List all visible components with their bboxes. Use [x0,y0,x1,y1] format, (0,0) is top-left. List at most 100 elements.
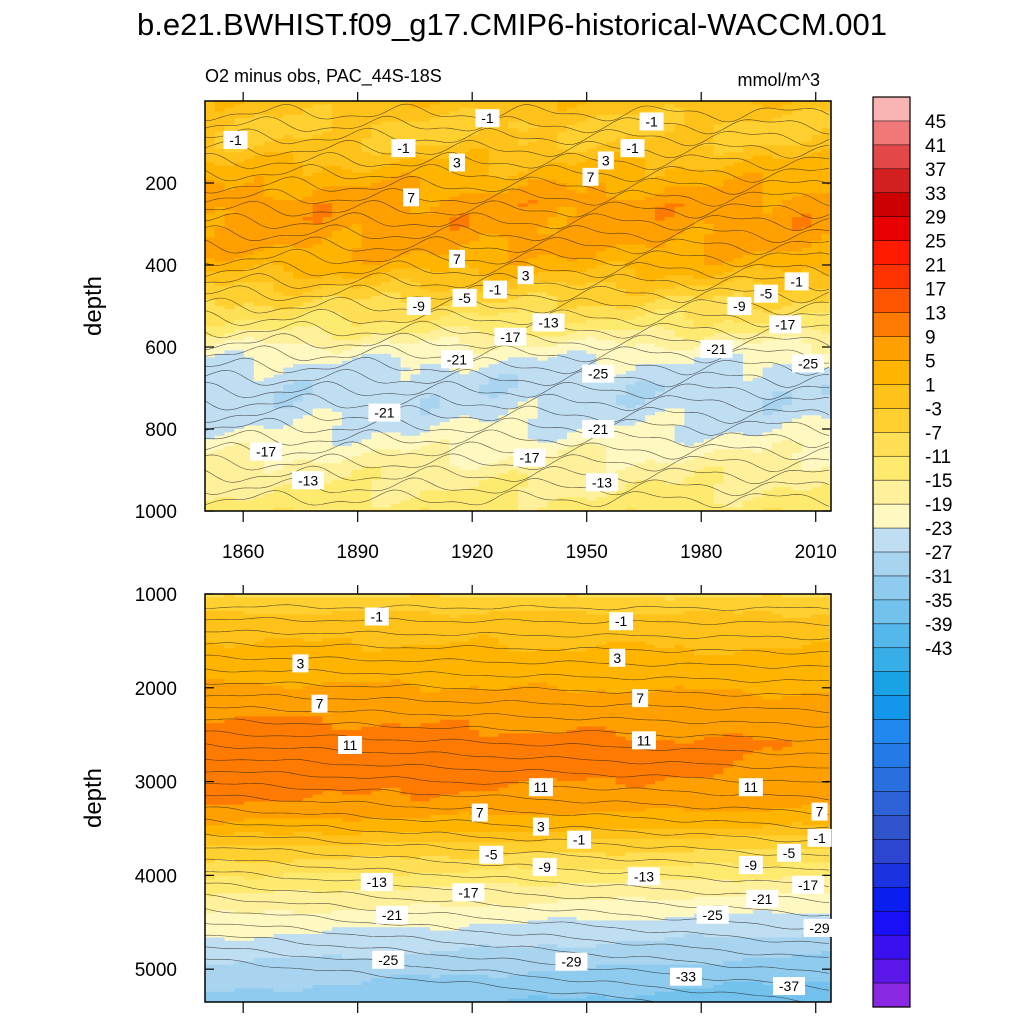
contour-cell [576,124,587,129]
contour-cell [351,323,362,327]
contour-cell [703,302,715,307]
contour-cell [263,111,274,116]
contour-cell [674,111,685,116]
contour-cell [635,213,646,218]
contour-cell [508,206,519,211]
contour-cell [214,364,225,368]
contour-cell [263,176,274,180]
contour-cell [733,138,744,143]
contour-cell [742,124,754,129]
contour-cell [410,186,421,191]
contour-cell [742,323,754,327]
contour-cell [371,193,382,198]
contour-cell [576,309,587,314]
contour-cell [214,275,225,280]
contour-cell [527,118,538,122]
contour-cell [234,278,245,283]
contour-cell [782,312,793,317]
contour-cell [508,237,519,242]
contour-cell [351,183,362,187]
contour-cell [742,131,754,136]
contour-cell [341,261,353,266]
contour-cell [488,135,499,139]
contour-cell [214,323,225,327]
contour-cell [772,128,783,133]
contour-cell [713,299,724,303]
contour-cell [762,258,773,262]
contour-cell [694,258,705,262]
contour-cell [439,104,450,109]
contour-cell [664,265,675,269]
contour-cell [429,162,441,167]
contour-cell [283,326,294,331]
contour-cell [253,329,265,334]
contour-cell [498,316,509,321]
contour-cell [566,183,578,187]
contour-cell [782,220,793,225]
contour-cell [752,312,763,317]
contour-cell [762,114,773,119]
contour-cell [811,111,822,116]
contour-cell [469,343,480,348]
contour-cell [390,288,402,293]
contour-cell [772,165,783,170]
contour-cell [635,200,646,204]
contour-cell [723,224,734,228]
contour-cell [341,220,353,225]
contour-cell [654,183,666,187]
contour-cell [547,275,558,280]
contour-cell [811,217,822,221]
contour-cell [518,142,529,146]
contour-cell [263,148,274,153]
contour-cell [518,302,529,307]
contour-cell [821,292,832,297]
contour-cell [625,131,636,136]
contour-cell [527,224,538,228]
contour-cell [439,271,450,276]
contour-cell [615,179,626,184]
contour-cell [498,162,509,167]
contour-cell [596,104,607,109]
contour-cell [782,118,793,122]
contour-cell [547,148,558,153]
contour-cell [253,306,265,310]
contour-cell [694,268,705,273]
contour-cell [723,196,734,201]
contour-cell [586,193,597,198]
contour-cell [263,145,274,150]
contour-cell [791,200,803,204]
contour-cell [733,360,744,365]
contour-cell [205,350,216,355]
contour-cell [293,155,304,160]
contour-cell [478,189,490,194]
contour-cell [439,285,450,290]
contour-cell [742,230,754,235]
contour-cell [478,148,490,153]
contour-cell [527,111,538,116]
contour-cell [459,227,470,232]
contour-cell [635,206,646,211]
contour-cell [381,183,392,187]
contour-cell [341,217,353,221]
contour-cell [400,357,411,362]
contour-cell [811,135,822,139]
contour-cell [684,360,695,365]
contour-cell [791,224,803,228]
contour-cell [586,254,597,259]
contour-cell [400,364,411,368]
contour-cell [322,357,333,362]
contour-cell [596,107,607,112]
contour-cell [263,210,274,215]
contour-cell [244,271,255,276]
contour-cell [488,247,499,252]
contour-cell [381,189,392,194]
contour-cell [674,323,685,327]
contour-cell [341,302,353,307]
contour-cell [791,306,803,310]
contour-cell [635,159,646,163]
contour-cell [351,155,362,160]
contour-cell [459,107,470,112]
contour-cell [449,271,460,276]
contour-cell [224,299,235,303]
contour-cell [429,142,441,146]
